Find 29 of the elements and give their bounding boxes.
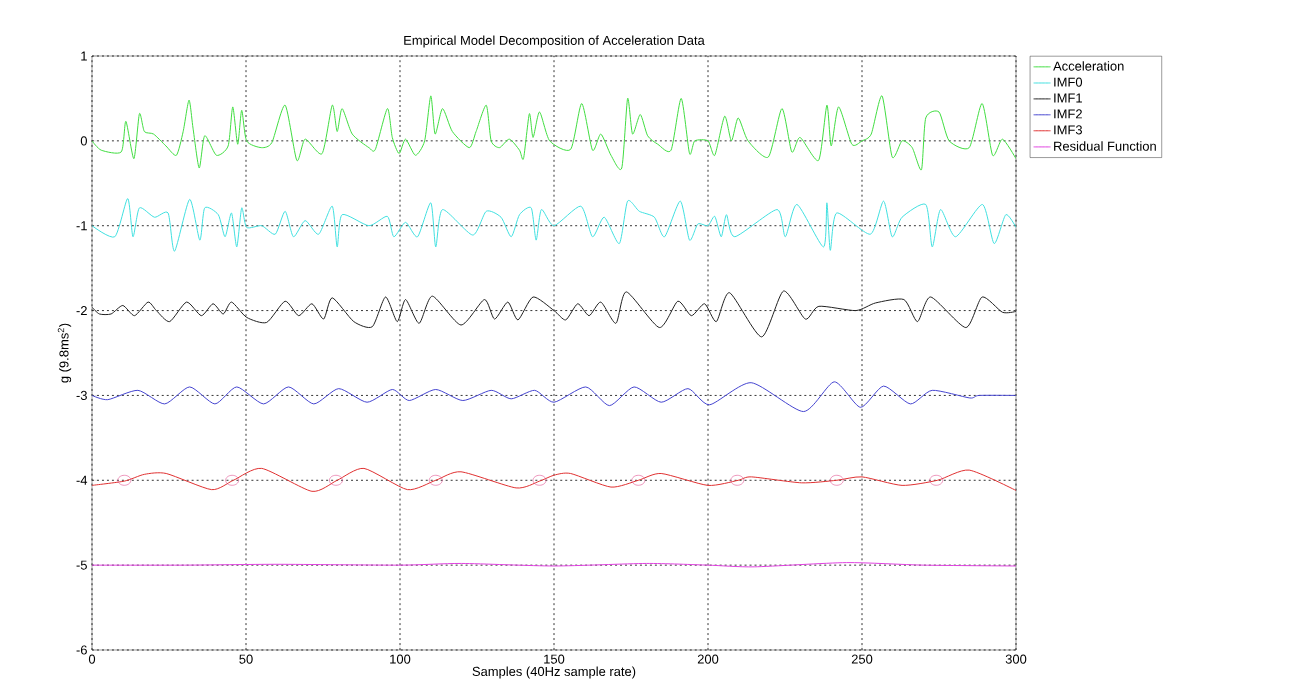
- x-tick-label: 150: [544, 654, 565, 664]
- chart-title: Empirical Model Decomposition of Acceleration Data: [404, 35, 705, 48]
- x-axis-title: Samples (40Hz sample rate): [472, 666, 636, 679]
- legend-label: IMF2: [1054, 109, 1082, 119]
- y-tick-label: 0: [80, 136, 87, 146]
- x-tick-label: 0: [88, 654, 96, 664]
- line-series: [92, 467, 1017, 492]
- y-tick-label: -6: [76, 645, 87, 655]
- x-tick-label: 200: [697, 654, 719, 664]
- x-tick-label: 250: [851, 654, 873, 664]
- y-tick-label: -2: [76, 306, 87, 316]
- y-tick-label: -5: [76, 560, 87, 570]
- line-series: [92, 381, 1017, 413]
- y-axis-title: g (9.8ms$^{2}$): [57, 323, 72, 383]
- x-tick-label: 300: [1005, 654, 1027, 664]
- legend-label: Residual Function: [1054, 141, 1156, 151]
- y-tick-label: 1: [81, 51, 87, 61]
- legend-label: IMF0: [1054, 77, 1083, 87]
- legend-label: IMF1: [1054, 93, 1082, 103]
- y-tick-label: -1: [76, 221, 87, 231]
- y-tick-label: -3: [76, 390, 87, 401]
- legend-label: Acceleration: [1053, 61, 1124, 71]
- line-series: [92, 290, 1017, 338]
- line-series: [92, 95, 1017, 171]
- x-tick-label: 100: [390, 654, 411, 664]
- legend-label: IMF3: [1054, 125, 1083, 135]
- y-tick-label: -4: [76, 475, 88, 485]
- x-tick-label: 50: [239, 654, 253, 664]
- line-series: [92, 198, 1017, 252]
